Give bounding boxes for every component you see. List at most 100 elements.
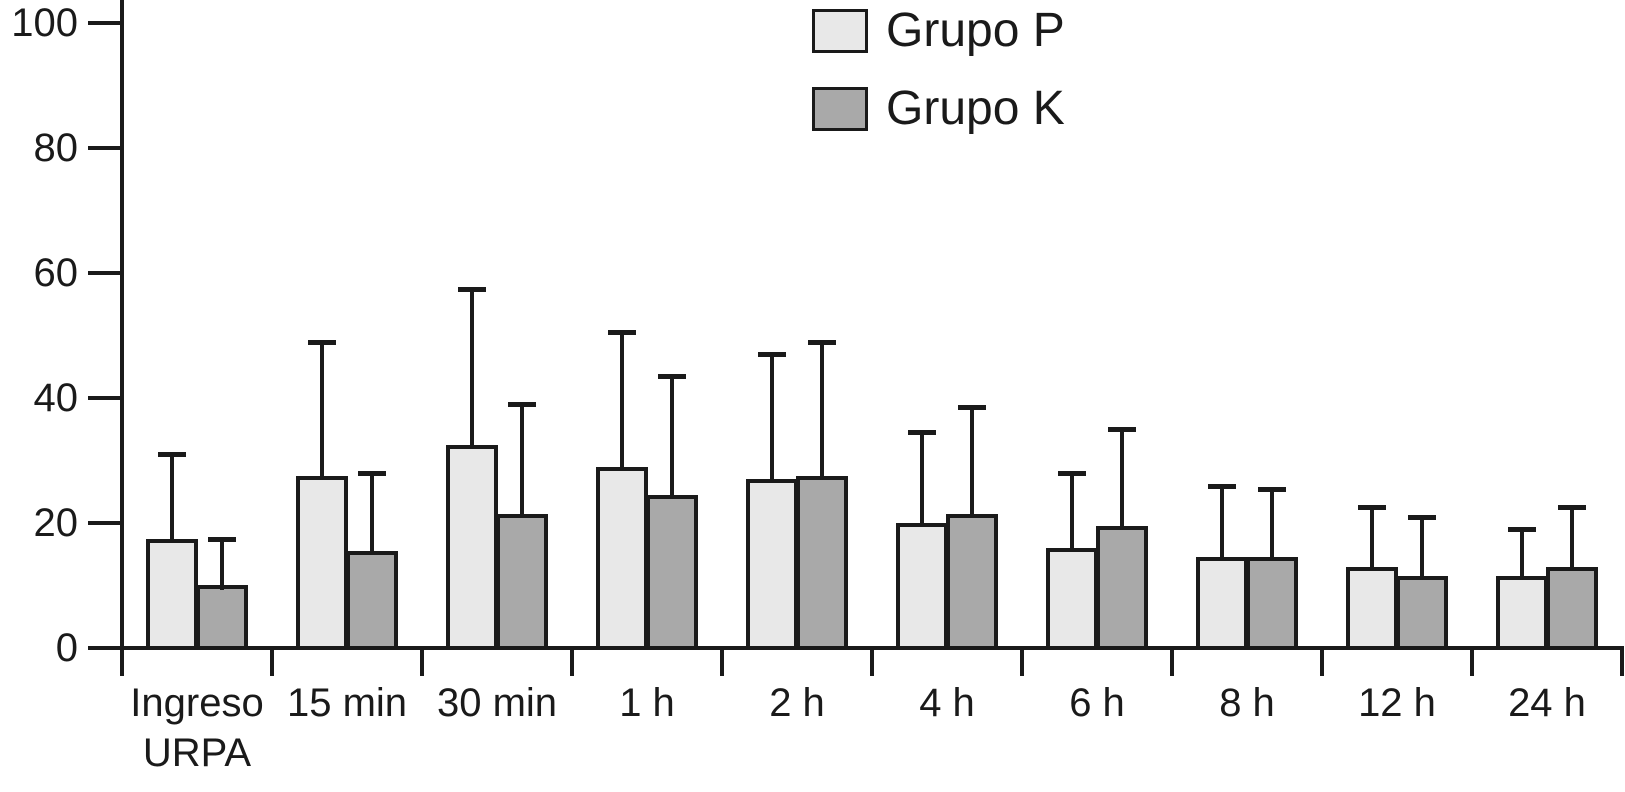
error-bar-line — [520, 404, 524, 518]
x-axis-tick — [720, 648, 724, 676]
x-axis-tick — [120, 648, 124, 676]
error-bar-line — [1520, 529, 1524, 580]
x-category-label: 8 h — [1219, 681, 1275, 725]
error-bar-line — [170, 454, 174, 543]
error-bar-line — [770, 354, 774, 483]
error-bar-cap — [458, 287, 486, 292]
bar-grupo-k — [1396, 576, 1448, 650]
bar-grupo-p — [146, 539, 198, 650]
error-bar-line — [1420, 517, 1424, 580]
y-axis-tick — [88, 521, 122, 525]
y-tick-label: 80 — [33, 126, 79, 170]
x-category-label: 2 h — [769, 681, 825, 725]
error-bar-cap — [1358, 505, 1386, 510]
error-bar-line — [1570, 507, 1574, 571]
bar-grupo-p — [1046, 548, 1098, 650]
x-axis-tick — [1020, 648, 1024, 676]
error-bar-cap — [1058, 471, 1086, 476]
y-axis-tick — [88, 21, 122, 25]
error-bar-line — [320, 342, 324, 480]
x-category-label: Ingreso URPA — [130, 681, 264, 775]
x-axis-tick — [1620, 648, 1624, 676]
y-tick-label: 60 — [33, 251, 79, 295]
error-bar-line — [970, 407, 974, 518]
error-bar-cap — [808, 340, 836, 345]
error-bar-cap — [158, 452, 186, 457]
bar-grupo-p — [296, 476, 348, 650]
x-axis-tick — [1470, 648, 1474, 676]
error-bar-cap — [1558, 505, 1586, 510]
legend-swatch-grupo-p — [812, 9, 868, 53]
bar-grupo-p — [1346, 567, 1398, 650]
y-axis-tick — [88, 396, 122, 400]
error-bar-cap — [358, 471, 386, 476]
error-bar-cap — [908, 430, 936, 435]
error-bar-line — [220, 539, 224, 590]
x-category-label: 30 min — [436, 681, 558, 725]
bar-grupo-p — [1196, 557, 1248, 650]
legend-label-grupo-p: Grupo P — [886, 4, 1065, 57]
error-bar-line — [1120, 429, 1124, 530]
bar-grupo-k — [1246, 557, 1298, 650]
error-bar-line — [470, 289, 474, 449]
error-bar-cap — [1258, 487, 1286, 492]
error-bar-line — [370, 473, 374, 555]
error-bar-line — [670, 376, 674, 499]
x-category-label: 12 h — [1358, 681, 1436, 725]
bar-grupo-p — [1496, 576, 1548, 650]
y-tick-label: 0 — [55, 626, 78, 670]
error-bar-cap — [208, 537, 236, 542]
error-bar-line — [1270, 489, 1274, 561]
error-bar-cap — [1508, 527, 1536, 532]
x-category-label: 24 h — [1508, 681, 1586, 725]
y-axis-tick — [88, 646, 122, 650]
x-axis-tick — [570, 648, 574, 676]
error-bar-line — [1070, 473, 1074, 552]
bar-grupo-k — [796, 476, 848, 650]
error-bar-line — [920, 432, 924, 527]
legend-swatch-grupo-k — [812, 87, 868, 131]
error-bar-cap — [308, 340, 336, 345]
error-bar-cap — [758, 352, 786, 357]
bar-grupo-k — [346, 551, 398, 650]
error-bar-cap — [1208, 484, 1236, 489]
x-axis-tick — [420, 648, 424, 676]
x-axis-tick — [870, 648, 874, 676]
error-bar-cap — [658, 374, 686, 379]
y-axis-tick — [88, 146, 122, 150]
error-bar-line — [1220, 486, 1224, 561]
bar-grupo-k — [646, 495, 698, 650]
error-bar-cap — [1108, 427, 1136, 432]
bar-grupo-p — [746, 479, 798, 650]
bar-grupo-k — [196, 585, 248, 650]
y-tick-label: 20 — [33, 501, 79, 545]
legend-item-grupo-p: Grupo P — [812, 4, 1065, 57]
error-bar-cap — [958, 405, 986, 410]
x-axis-tick — [1320, 648, 1324, 676]
error-bar-cap — [608, 330, 636, 335]
bar-grupo-p — [596, 467, 648, 650]
error-bar-cap — [1408, 515, 1436, 520]
error-bar-line — [820, 342, 824, 480]
bar-grupo-p — [896, 523, 948, 650]
bar-grupo-k — [946, 514, 998, 650]
x-axis — [88, 646, 1624, 650]
x-axis-tick — [1170, 648, 1174, 676]
x-category-label: 6 h — [1069, 681, 1125, 725]
bar-grupo-k — [1096, 526, 1148, 650]
y-axis — [120, 0, 124, 676]
error-bar-line — [1370, 507, 1374, 571]
error-bar-cap — [508, 402, 536, 407]
bar-grupo-p — [446, 445, 498, 650]
legend-label-grupo-k: Grupo K — [886, 82, 1065, 135]
x-axis-tick — [270, 648, 274, 676]
y-axis-tick — [88, 271, 122, 275]
y-tick-label: 40 — [33, 376, 79, 420]
x-category-label: 1 h — [619, 681, 675, 725]
y-tick-label: 100 — [11, 1, 78, 45]
x-category-label: 15 min — [286, 681, 408, 725]
legend: Grupo P Grupo K — [812, 4, 1065, 164]
error-bar-line — [620, 332, 624, 471]
x-category-label: 4 h — [919, 681, 975, 725]
